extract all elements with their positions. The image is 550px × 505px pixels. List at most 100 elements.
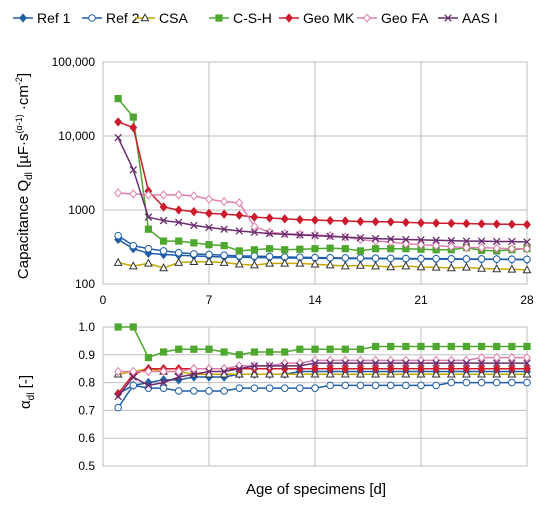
data-point	[522, 369, 532, 378]
data-point	[416, 262, 426, 271]
data-point	[371, 234, 380, 243]
data-point	[311, 345, 319, 353]
data-point	[461, 262, 471, 271]
data-point	[371, 369, 381, 378]
alpha-series-line-c-s-h	[118, 326, 527, 359]
bottom-y-axis-title: αdl [-]	[17, 375, 37, 409]
data-point	[159, 247, 168, 255]
bottom-y-tick-label: 0.5	[78, 459, 95, 473]
data-point	[523, 219, 531, 230]
data-point	[477, 359, 486, 367]
data-point	[175, 345, 183, 353]
alpha-series-line-geo-fa	[118, 356, 527, 373]
data-point	[250, 362, 259, 370]
legend-label: Geo FA	[381, 10, 429, 26]
data-point	[295, 215, 304, 225]
data-point	[174, 190, 183, 200]
data-point	[190, 370, 198, 379]
data-point	[129, 323, 137, 331]
data-point	[371, 245, 380, 253]
data-point	[235, 247, 243, 255]
data-point	[189, 256, 199, 266]
data-point	[205, 194, 213, 204]
data-point	[477, 242, 486, 253]
data-point	[371, 261, 381, 270]
legend-label: C-S-H	[233, 10, 272, 26]
data-point	[114, 133, 122, 142]
data-point	[296, 345, 304, 353]
alpha-series-geo-fa	[114, 352, 531, 377]
data-point	[477, 263, 487, 272]
data-point	[296, 362, 304, 370]
data-point	[461, 369, 471, 378]
data-point	[205, 345, 213, 353]
data-point	[220, 196, 229, 207]
bottom-y-tick-label: 1.0	[78, 320, 95, 334]
data-point	[311, 384, 319, 392]
legend-label: Geo MK	[303, 10, 355, 26]
data-point	[250, 348, 259, 356]
data-point	[159, 263, 169, 272]
data-point	[325, 369, 335, 378]
data-point	[129, 366, 138, 377]
legend-label: Ref 2	[106, 10, 140, 26]
data-point	[159, 202, 168, 212]
series-line-aas-i	[117, 137, 528, 243]
data-point	[341, 233, 350, 241]
data-point	[114, 403, 122, 412]
data-point	[402, 235, 410, 244]
data-point	[462, 242, 471, 253]
data-point	[190, 239, 198, 247]
legend-marker	[363, 13, 371, 23]
data-point	[508, 237, 516, 246]
data-point	[447, 378, 456, 387]
data-point	[220, 242, 228, 250]
data-point	[432, 364, 441, 374]
top-y-tick-label: 1000	[68, 203, 95, 217]
data-point	[462, 218, 471, 229]
data-point	[280, 230, 289, 239]
legend-item-c-s-h: C-S-H	[209, 10, 272, 26]
data-point	[523, 342, 531, 351]
data-point	[326, 359, 334, 367]
alpha-series-line-ref-1	[117, 370, 527, 395]
data-point	[280, 214, 289, 224]
series-line-csa	[117, 260, 528, 271]
data-point	[508, 342, 516, 351]
data-point	[326, 215, 335, 226]
data-point	[219, 257, 229, 266]
alpha-series-c-s-h	[114, 323, 531, 362]
data-point	[356, 216, 365, 227]
data-point	[507, 369, 517, 378]
data-point	[114, 366, 123, 377]
bottom-y-tick-label: 0.8	[78, 376, 95, 390]
data-point	[144, 353, 153, 362]
data-point	[114, 231, 122, 240]
x-tick-label: 0	[100, 293, 107, 307]
data-point	[220, 387, 228, 395]
data-point	[280, 384, 289, 392]
legend-marker	[215, 14, 223, 22]
legend-item-ref-2: Ref 2	[82, 10, 140, 26]
data-point	[129, 241, 138, 250]
data-point	[249, 369, 259, 378]
series-aas-i	[114, 133, 531, 246]
data-point	[205, 387, 213, 395]
data-point	[189, 206, 198, 217]
data-point	[311, 364, 319, 374]
data-point	[492, 359, 501, 367]
data-point	[355, 369, 365, 378]
data-point	[325, 260, 335, 269]
capacitance-panel: 100 1000 10,000 100,000 0 7 14 21 28	[52, 55, 534, 307]
data-point	[174, 205, 183, 215]
data-point	[462, 237, 471, 245]
data-point	[234, 369, 244, 378]
legend-label: Ref 1	[37, 10, 71, 26]
data-point	[432, 381, 440, 390]
data-point	[235, 351, 243, 359]
data-point	[250, 384, 259, 392]
data-point	[341, 245, 349, 253]
data-point	[447, 255, 456, 263]
data-point	[386, 359, 395, 367]
data-point	[296, 384, 304, 392]
